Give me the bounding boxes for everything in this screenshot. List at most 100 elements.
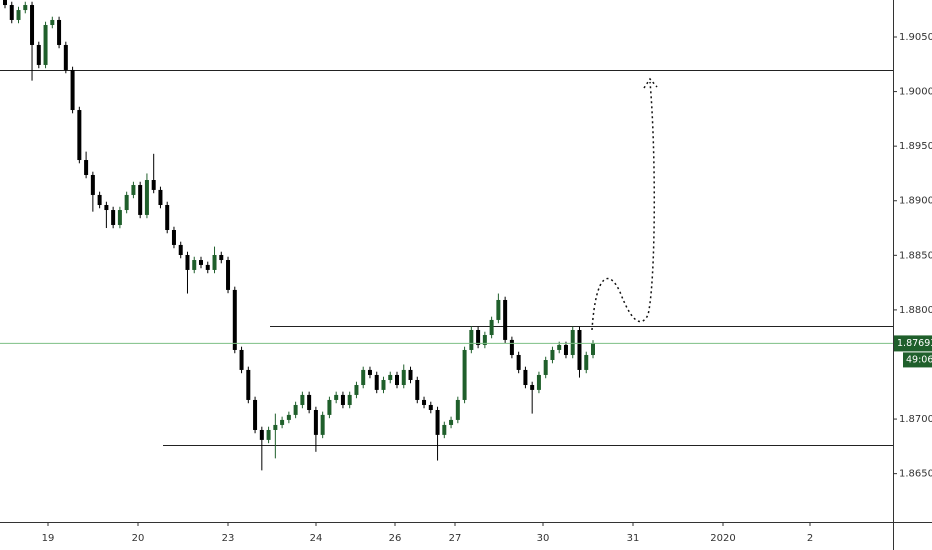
candle-body	[185, 254, 190, 270]
y-tick-label: 1.90500	[899, 32, 932, 43]
candle-body	[273, 424, 278, 430]
y-tick-label: 1.89500	[899, 141, 932, 152]
candle-body	[77, 110, 82, 161]
candle-body	[158, 189, 163, 206]
candle-body	[334, 394, 339, 400]
candle-body	[536, 374, 541, 390]
candle-body	[253, 399, 258, 430]
x-tick-label: 26	[389, 533, 402, 544]
candle-body	[205, 264, 210, 270]
projection-arrow	[643, 77, 658, 89]
candle-body	[313, 410, 318, 435]
candle-body	[489, 319, 494, 336]
candle-body	[171, 229, 176, 245]
candle-body	[259, 429, 264, 440]
candle-body	[246, 369, 251, 400]
candle-body	[144, 180, 149, 215]
candle-body	[104, 205, 109, 211]
candle-body	[219, 254, 224, 261]
candle-body	[543, 360, 548, 375]
candle-body	[151, 180, 156, 190]
x-tick-label: 27	[449, 533, 462, 544]
candle-body	[469, 329, 474, 350]
countdown-label: 49:06	[906, 354, 932, 365]
candle-body	[388, 374, 393, 380]
candle-body	[577, 329, 582, 370]
candle-body	[90, 174, 95, 195]
x-tick-label: 30	[537, 533, 550, 544]
candle-body	[70, 69, 75, 111]
candle-body	[199, 260, 203, 265]
candle-body	[293, 404, 298, 415]
candle-body	[361, 369, 366, 386]
candle-body	[530, 385, 535, 390]
y-tick-label: 1.87000	[899, 414, 932, 425]
candle-body	[503, 299, 508, 340]
candle-body	[570, 329, 575, 355]
candle-body	[354, 385, 359, 395]
x-tick-label: 20	[132, 533, 145, 544]
last-price-label: 1.87693	[897, 338, 932, 349]
candle-body	[117, 210, 122, 225]
y-tick-label: 1.88500	[899, 250, 932, 261]
candle-body	[428, 404, 433, 411]
candle-body	[476, 329, 481, 345]
y-tick-label: 1.86500	[899, 469, 932, 480]
candle-body	[63, 44, 68, 70]
candle-body	[131, 185, 136, 195]
candle-body	[16, 10, 21, 20]
candle-body	[347, 394, 352, 405]
candle-body	[523, 369, 528, 386]
candle-body	[30, 5, 35, 45]
candle-body	[374, 374, 379, 390]
candle-body	[563, 344, 568, 355]
candle-body	[286, 414, 291, 420]
candle-body	[307, 394, 312, 411]
candle-body	[57, 19, 62, 45]
candle-body	[584, 354, 589, 370]
candle-body	[462, 349, 467, 400]
candle-body	[138, 185, 143, 215]
candle-body	[381, 379, 386, 390]
candle-body	[111, 210, 116, 225]
candle-body	[442, 424, 447, 435]
candle-body	[591, 343, 595, 355]
x-tick-label: 31	[627, 533, 640, 544]
candle-body	[455, 399, 460, 420]
candle-body	[509, 339, 514, 355]
x-tick-label: 24	[310, 533, 323, 544]
candle-body	[320, 414, 325, 435]
candle-body	[482, 335, 487, 345]
x-tick-label: 19	[42, 533, 55, 544]
candle-body	[232, 289, 237, 350]
candle-body	[280, 419, 285, 425]
candle-body	[327, 399, 332, 415]
candle-body	[550, 349, 555, 361]
candle-body	[84, 160, 89, 175]
candle-body	[340, 394, 345, 405]
candle-body	[9, 5, 14, 20]
candle-body	[124, 194, 129, 211]
candle-body	[3, 0, 7, 6]
candle-body	[435, 410, 440, 435]
x-tick-label: 23	[222, 533, 235, 544]
candle-body	[496, 299, 501, 320]
candle-body	[178, 244, 183, 255]
candle-body	[226, 260, 231, 290]
candle-body	[239, 349, 244, 370]
candle-body	[300, 394, 305, 405]
candle-body	[516, 354, 521, 370]
candle-body	[415, 379, 420, 400]
candle-body	[422, 399, 427, 405]
candle-body	[266, 429, 271, 440]
last-price-box	[894, 335, 932, 352]
candle-body	[36, 44, 41, 65]
y-tick-label: 1.88000	[899, 305, 932, 316]
candle-body	[192, 260, 197, 270]
candle-body	[395, 374, 399, 386]
candle-body	[43, 24, 48, 65]
x-tick-label: 2020	[710, 533, 735, 544]
candle-body	[50, 19, 55, 25]
